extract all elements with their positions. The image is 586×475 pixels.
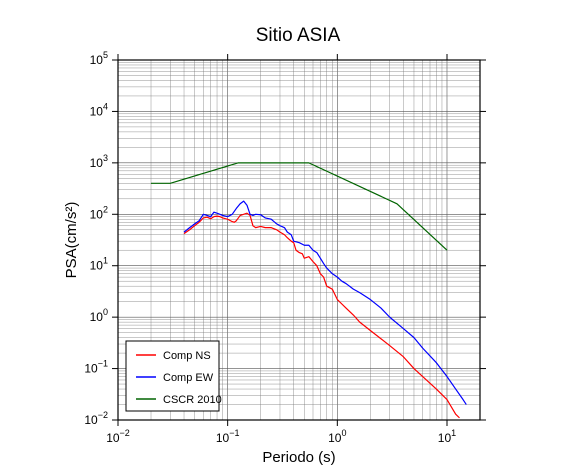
y-tick-label: 103: [90, 153, 108, 170]
x-tick-label: 100: [328, 428, 346, 445]
y-tick-label: 102: [90, 204, 108, 221]
y-axis-label: PSA(cm/s²): [63, 202, 80, 279]
series-layer: [151, 162, 467, 419]
series-line-cscr-2010: [151, 162, 448, 251]
plot-border: [117, 59, 481, 421]
y-tick-label: 105: [90, 50, 108, 67]
plot-frame: [117, 59, 481, 421]
chart-title: Sitio ASIA: [256, 25, 341, 46]
legend-label: CSCR 2010: [163, 394, 222, 406]
x-tick-label: 10−1: [216, 428, 240, 445]
y-tick-label: 104: [90, 101, 108, 118]
legend-label: Comp NS: [163, 350, 211, 362]
series-line-comp-ns: [183, 212, 460, 419]
x-tick-label: 101: [438, 428, 456, 445]
x-tick-label: 10−2: [106, 428, 130, 445]
y-tick-label: 100: [90, 307, 108, 324]
x-axis-label: Periodo (s): [262, 449, 335, 466]
series-line-comp-ew: [183, 200, 467, 405]
y-tick-label: 101: [90, 256, 108, 273]
axis-ticks: 10−2 10−1 100 101 10−2 10−1 100 101 102 103 104 105: [84, 50, 486, 445]
legend: Comp NS Comp EW CSCR 2010: [125, 340, 222, 412]
legend-label: Comp EW: [163, 372, 214, 384]
y-tick-label: 10−1: [84, 359, 108, 376]
y-tick-label: 10−2: [84, 410, 108, 427]
